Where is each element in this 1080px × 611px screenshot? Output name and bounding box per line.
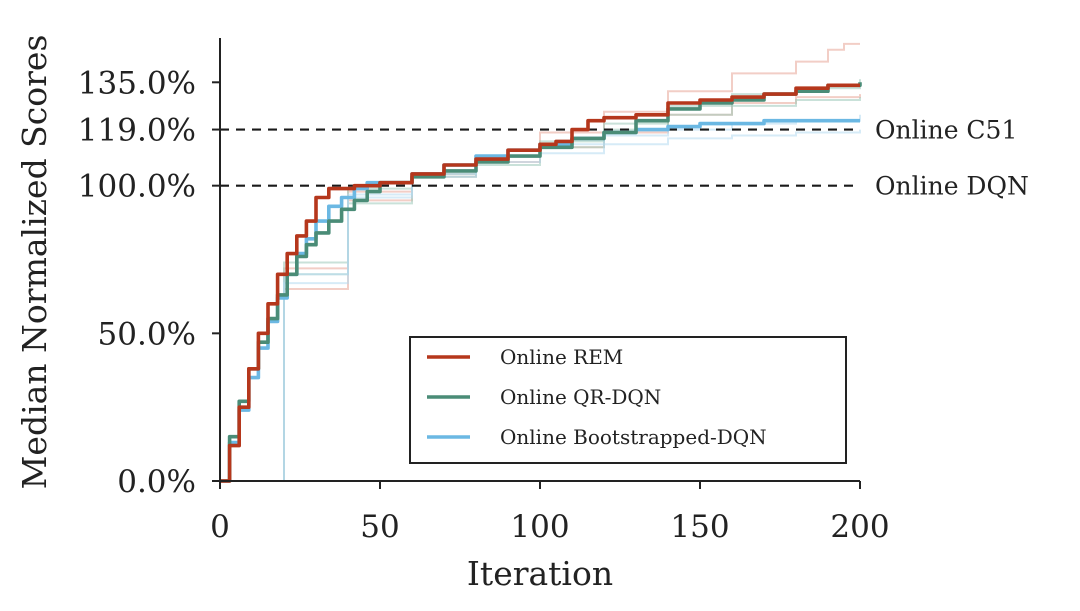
series-line-0: [220, 83, 860, 483]
legend-label-1: Online QR-DQN: [500, 385, 661, 409]
series-layer: [220, 82, 862, 483]
y-tick-label-2: 100.0%: [78, 169, 196, 205]
reference-line-label-0: Online C51: [875, 116, 1017, 145]
legend-label-2: Online Bootstrapped-DQN: [500, 425, 767, 449]
y-tick-label-0: 0.0%: [117, 464, 196, 500]
x-tick-label-4: 200: [830, 509, 889, 545]
legend-label-0: Online REM: [500, 345, 623, 369]
legend: Online REM Online QR-DQN Online Bootstrapp…: [409, 336, 847, 464]
x-tick-label-3: 150: [670, 509, 729, 545]
x-tick-label-0: 0: [210, 509, 230, 545]
reference-lines-layer: Online C51 Online DQN: [220, 116, 1029, 201]
legend-box: [409, 336, 847, 464]
x-tick-label-1: 50: [360, 509, 399, 545]
y-tick-label-3: 119.0%: [78, 113, 196, 149]
x-tick-label-2: 100: [510, 509, 569, 545]
y-tick-label-4: 135.0%: [78, 65, 196, 101]
y-axis-title: Median Normalized Scores: [15, 35, 54, 490]
x-axis-title: Iteration: [467, 554, 613, 593]
y-tick-label-1: 50.0%: [98, 316, 196, 352]
reference-line-label-1: Online DQN: [875, 172, 1029, 201]
axes-layer: 0 50 100 150 200 0.0% 50.0% 100.0% 119.0% 135.0% I…: [15, 35, 890, 593]
